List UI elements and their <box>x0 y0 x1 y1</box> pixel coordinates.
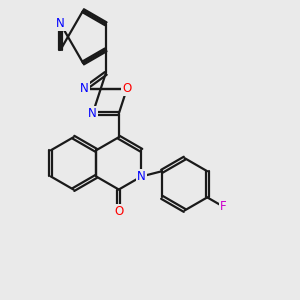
Text: N: N <box>56 17 65 30</box>
Text: F: F <box>220 200 226 213</box>
Text: O: O <box>114 205 123 218</box>
Text: N: N <box>88 107 97 120</box>
Text: N: N <box>137 170 146 183</box>
Text: N: N <box>80 82 89 95</box>
Text: O: O <box>122 82 131 95</box>
